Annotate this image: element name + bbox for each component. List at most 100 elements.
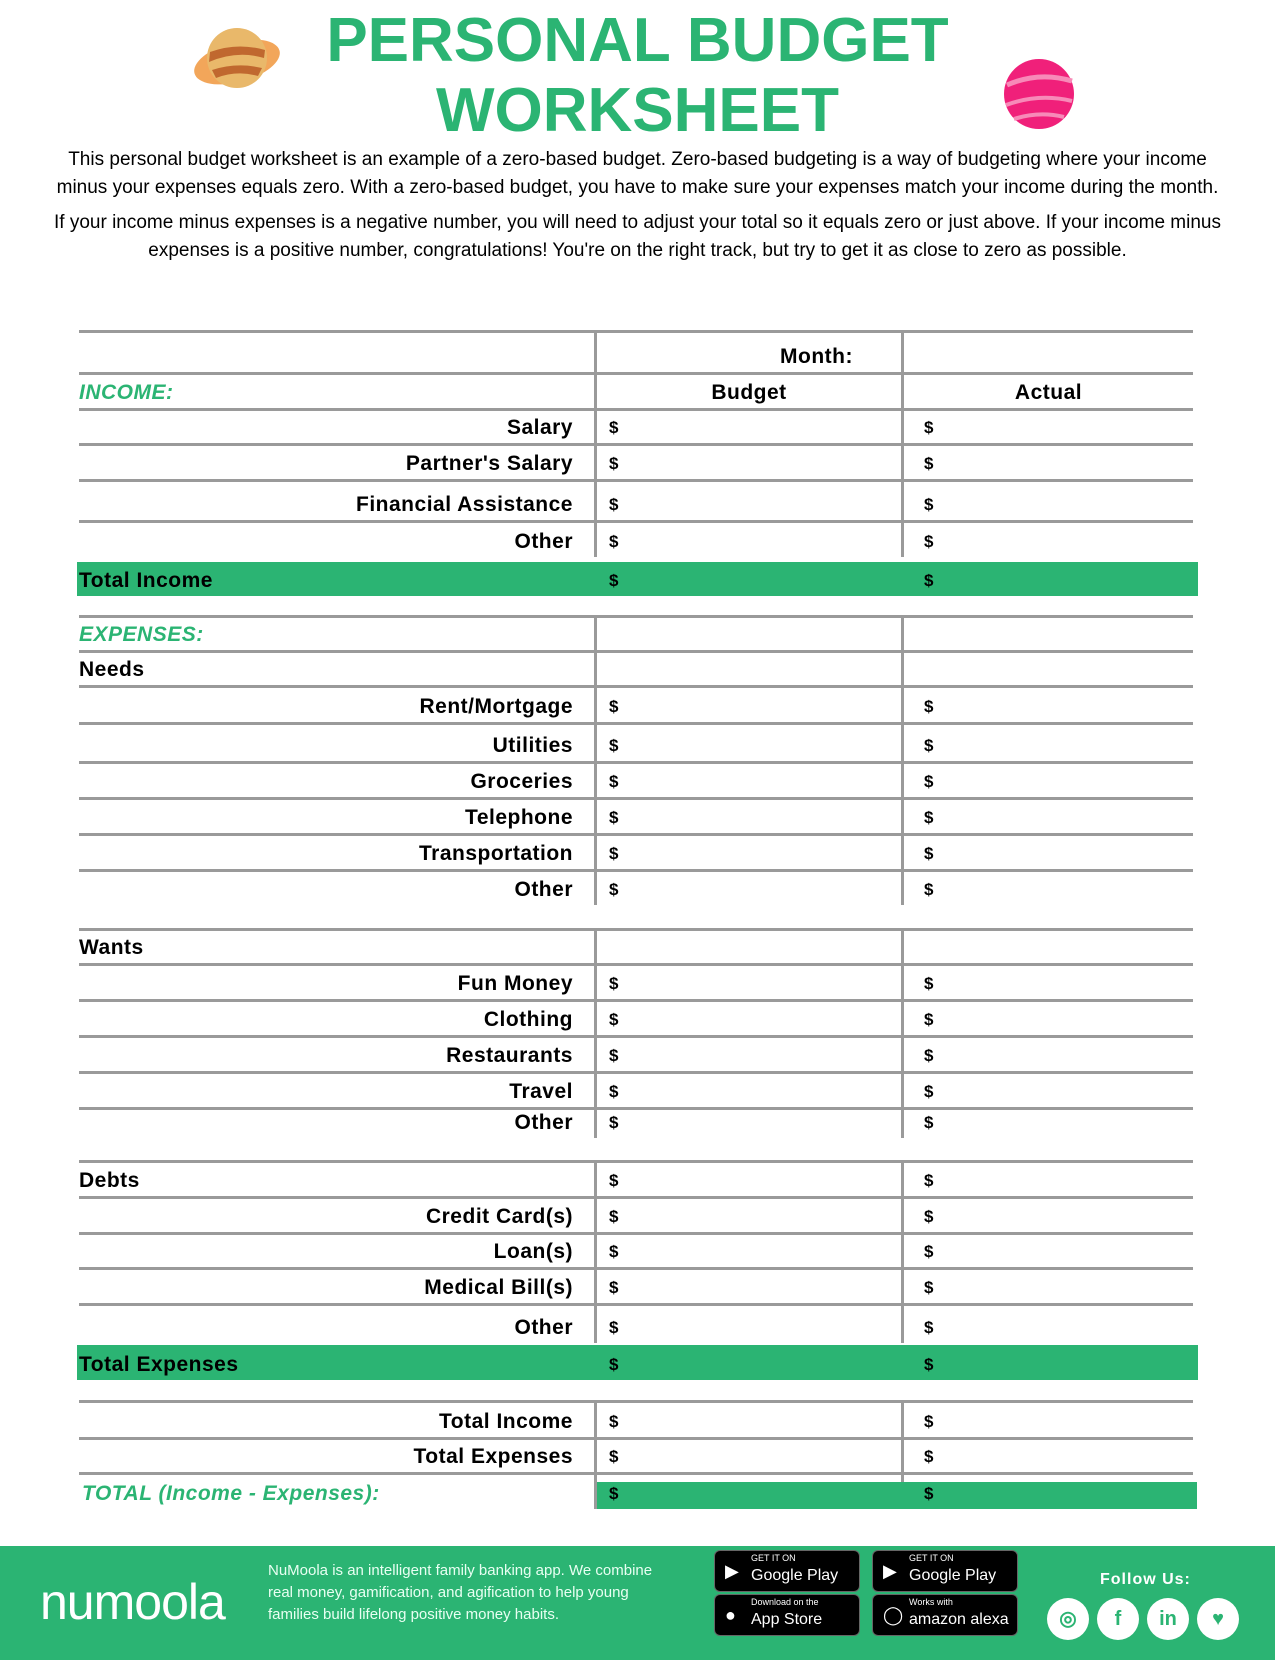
store-badge[interactable]: ◯ Works with amazon alexa (872, 1594, 1018, 1636)
budget-amount-field[interactable]: $ (609, 1317, 619, 1337)
budget-amount-field[interactable]: $ (609, 1277, 619, 1297)
budget-amount-field[interactable]: $ (609, 1412, 619, 1432)
title-line-2: WORKSHEET (436, 76, 839, 145)
budget-amount-field[interactable]: $ (609, 494, 619, 514)
column-divider (594, 1162, 597, 1196)
facebook-icon[interactable]: f (1097, 1598, 1139, 1640)
budget-amount-field[interactable]: $ (609, 844, 619, 864)
column-divider (901, 965, 904, 999)
month-label: Month: (780, 344, 853, 368)
badge-big-text: amazon alexa (909, 1611, 1009, 1628)
budget-amount-field[interactable]: $ (609, 772, 619, 792)
column-divider (901, 653, 904, 686)
budget-amount-field[interactable]: $ (609, 697, 619, 717)
actual-amount-field[interactable]: $ (924, 973, 934, 993)
actual-amount-field[interactable]: $ (924, 1045, 934, 1065)
column-divider (901, 872, 904, 906)
budget-total-field[interactable]: $ (609, 571, 619, 591)
table-row: Total Expenses $ $ (77, 1344, 1198, 1380)
table-row: Groceries $ $ (79, 761, 1193, 798)
budget-amount-field[interactable]: $ (609, 1009, 619, 1029)
budget-amount-field[interactable]: $ (609, 1113, 619, 1133)
column-divider (901, 1198, 904, 1232)
column-divider (594, 410, 597, 443)
column-divider (594, 688, 597, 723)
linkedin-icon[interactable]: in (1147, 1598, 1189, 1640)
actual-amount-field[interactable]: $ (924, 1081, 934, 1101)
budget-amount-field[interactable]: $ (609, 453, 619, 473)
table-row: Partner's Salary $ $ (79, 442, 1193, 479)
table-row: Total Income $ $ (79, 1399, 1193, 1438)
column-divider (594, 522, 597, 558)
month-field[interactable] (904, 340, 1193, 370)
actual-total-field[interactable]: $ (924, 1354, 934, 1374)
budget-amount-field[interactable]: $ (609, 880, 619, 900)
budget-amount-field[interactable]: $ (609, 1447, 619, 1466)
actual-amount-field[interactable]: $ (924, 1447, 934, 1466)
table-row: Other $ $ (79, 519, 1193, 558)
budget-amount-field[interactable]: $ (609, 736, 619, 756)
store-badge[interactable]: ● Download on the App Store (714, 1594, 860, 1636)
actual-amount-field[interactable]: $ (924, 808, 934, 828)
row-label: Credit Card(s) (425, 1204, 573, 1228)
column-divider (594, 333, 597, 372)
column-divider (901, 930, 904, 963)
instagram-icon[interactable]: ◎ (1047, 1598, 1089, 1640)
actual-amount-field[interactable]: $ (924, 1241, 934, 1261)
page-title: PERSONAL BUDGET WORKSHEET (0, 6, 1275, 146)
badge-small-text: Download on the (751, 1597, 819, 1607)
budget-amount-field[interactable]: $ (609, 1206, 619, 1226)
budget-amount-field[interactable]: $ (609, 1081, 619, 1101)
actual-amount-field[interactable]: $ (924, 772, 934, 792)
budget-amount-field[interactable]: $ (609, 808, 619, 828)
budget-amount-field[interactable]: $ (609, 973, 619, 993)
budget-amount-field[interactable]: $ (609, 1170, 619, 1190)
intro: This personal budget worksheet is an exa… (45, 146, 1230, 265)
column-divider (901, 1162, 904, 1196)
column-divider (594, 764, 597, 798)
actual-amount-field[interactable]: $ (924, 532, 934, 552)
row-label: Utilities (492, 734, 573, 758)
actual-amount-field[interactable]: $ (924, 494, 934, 514)
actual-amount-field[interactable]: $ (924, 1009, 934, 1029)
table-row: Medical Bill(s) $ $ (79, 1266, 1193, 1303)
budget-amount-field[interactable]: $ (609, 417, 619, 437)
actual-amount-field[interactable]: $ (924, 453, 934, 473)
actual-amount-field[interactable]: $ (924, 1317, 934, 1337)
twitter-icon[interactable]: ♥ (1197, 1598, 1239, 1640)
table-row: Salary $ $ (79, 407, 1193, 443)
row-label: Groceries (470, 770, 573, 794)
actual-amount-field[interactable]: $ (924, 736, 934, 756)
table-row: Loan(s) $ $ (79, 1231, 1193, 1267)
table-row: Fun Money $ $ (79, 962, 1193, 999)
column-divider (594, 1440, 597, 1472)
budget-amount-field[interactable]: $ (609, 1484, 619, 1504)
actual-amount-field[interactable]: $ (924, 1277, 934, 1297)
budget-amount-field[interactable]: $ (609, 1241, 619, 1261)
actual-amount-field[interactable]: $ (924, 417, 934, 437)
store-badge[interactable]: ▶ GET IT ON Google Play (872, 1550, 1018, 1592)
budget-amount-field[interactable]: $ (609, 1045, 619, 1065)
actual-amount-field[interactable]: $ (924, 1412, 934, 1432)
column-divider (901, 1269, 904, 1303)
actual-amount-field[interactable]: $ (924, 844, 934, 864)
column-divider (594, 1198, 597, 1232)
actual-amount-field[interactable]: $ (924, 697, 934, 717)
row-label: Total Income (439, 1410, 573, 1434)
actual-amount-field[interactable]: $ (924, 880, 934, 900)
follow-us-label: Follow Us: (1100, 1571, 1191, 1588)
budget-amount-field[interactable]: $ (609, 532, 619, 552)
actual-amount-field[interactable]: $ (924, 1484, 934, 1504)
table-row: Travel $ $ (79, 1070, 1193, 1107)
column-divider (901, 374, 904, 408)
actual-total-field[interactable]: $ (924, 571, 934, 591)
table-row: Credit Card(s) $ $ (79, 1195, 1193, 1232)
column-divider (594, 1109, 597, 1139)
actual-amount-field[interactable]: $ (924, 1170, 934, 1190)
actual-amount-field[interactable]: $ (924, 1206, 934, 1226)
budget-total-field[interactable]: $ (609, 1354, 619, 1374)
column-divider (901, 1402, 904, 1438)
store-badge[interactable]: ▶ GET IT ON Google Play (714, 1550, 860, 1592)
actual-amount-field[interactable]: $ (924, 1113, 934, 1133)
column-divider (901, 333, 904, 372)
